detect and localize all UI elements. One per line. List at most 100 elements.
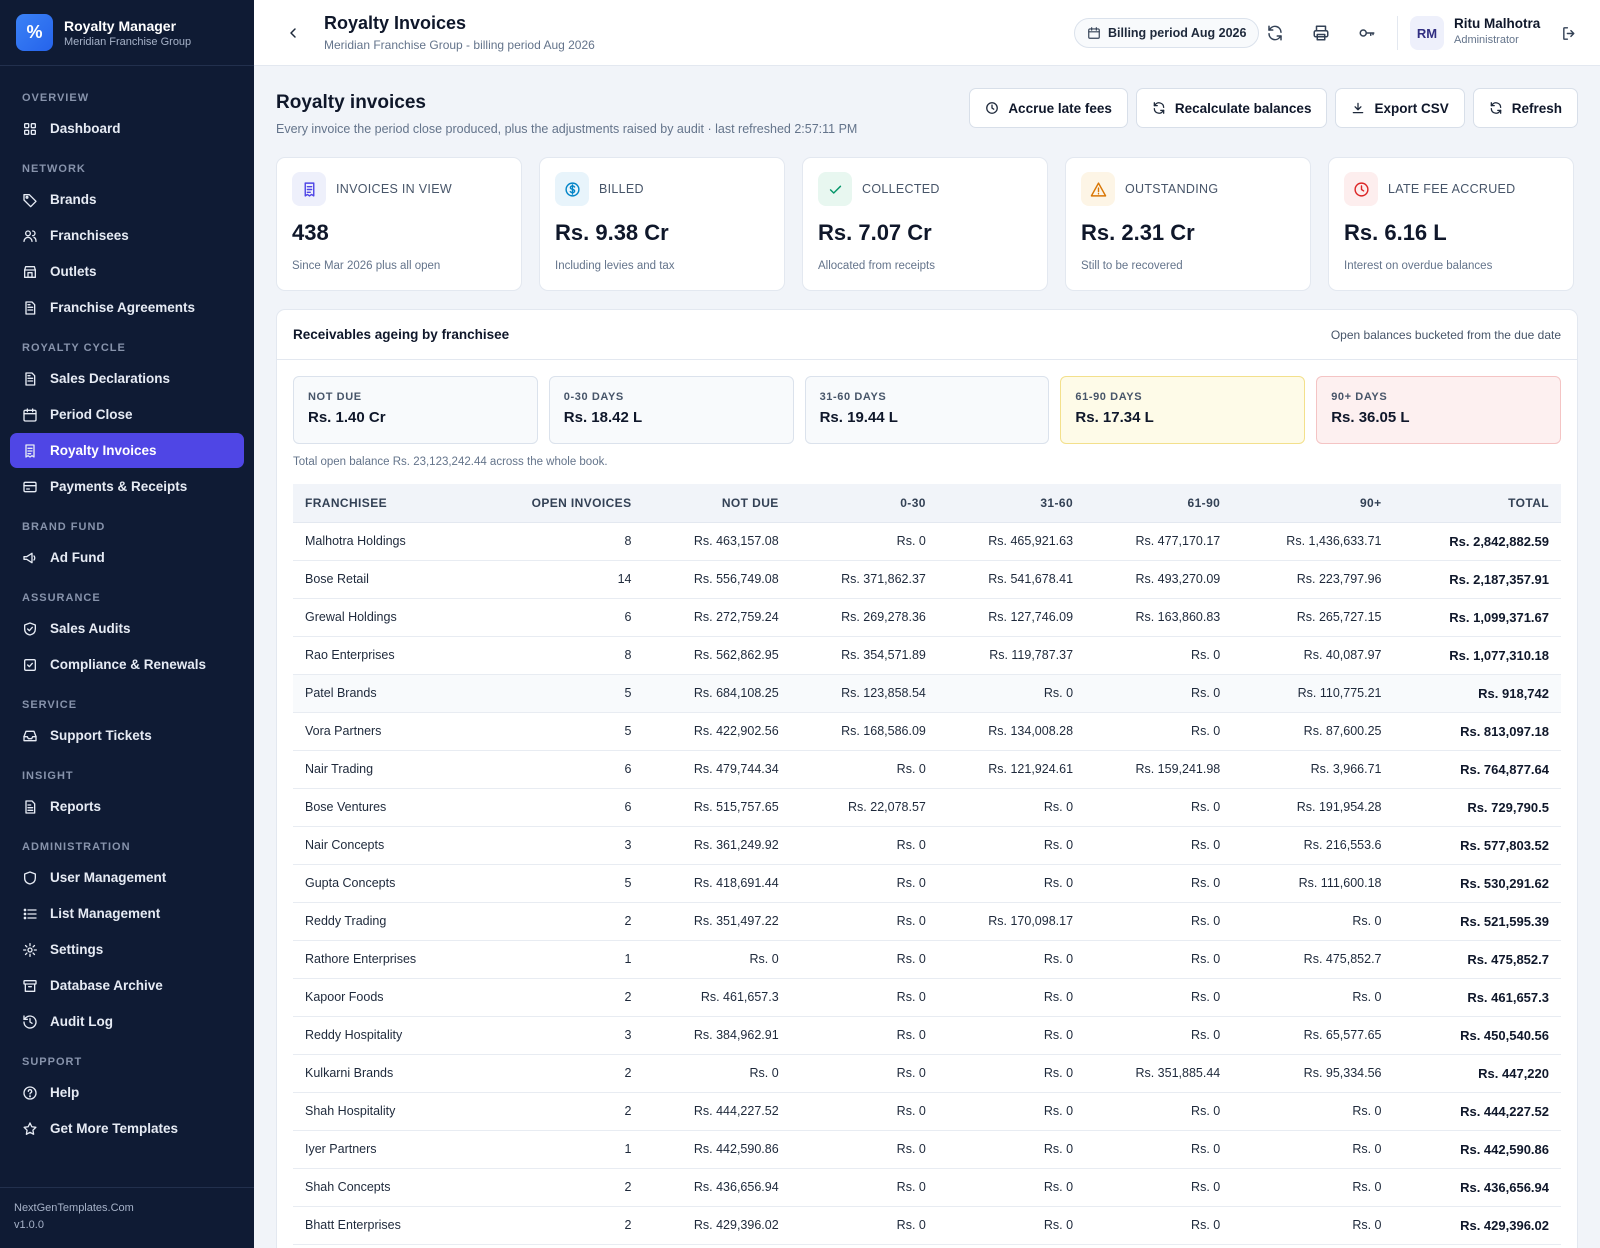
cell-franchisee: Kulkarni Brands bbox=[293, 1054, 476, 1093]
table-row[interactable]: Reddy Trading 2 Rs. 351,497.22 Rs. 0 Rs. 170… bbox=[293, 902, 1561, 941]
accrue-late-fees-button[interactable]: Accrue late fees bbox=[969, 88, 1128, 128]
sidebar-item-settings[interactable]: Settings bbox=[10, 932, 244, 967]
cell-0-30: Rs. 168,586.09 bbox=[790, 712, 938, 751]
table-row[interactable]: Malhotra Holdings 8 Rs. 463,157.08 Rs. 0 Rs.… bbox=[293, 522, 1561, 561]
ageing-bucket-90-days[interactable]: 90+ DAYS Rs. 36.05 L bbox=[1316, 376, 1561, 444]
table-row[interactable]: Bhatt Enterprises 2 Rs. 429,396.02 Rs. 0 Rs.… bbox=[293, 1206, 1561, 1245]
sidebar-item-brands[interactable]: Brands bbox=[10, 182, 244, 217]
cell-0-30: Rs. 0 bbox=[790, 978, 938, 1017]
refresh-label: Refresh bbox=[1511, 100, 1562, 116]
sidebar-item-franchisees[interactable]: Franchisees bbox=[10, 218, 244, 253]
sidebar-item-help[interactable]: Help bbox=[10, 1075, 244, 1110]
cell-31-60: Rs. 0 bbox=[937, 1092, 1086, 1131]
table-row[interactable]: Reddy Hospitality 3 Rs. 384,962.91 Rs. 0 Rs.… bbox=[293, 1016, 1561, 1055]
cell-total: Rs. 918,742 bbox=[1393, 674, 1561, 713]
table-row[interactable]: Patel Brands 5 Rs. 684,108.25 Rs. 123,858.5… bbox=[293, 674, 1561, 713]
refresh-button[interactable]: Refresh bbox=[1472, 88, 1578, 128]
user-info[interactable]: Ritu Malhotra Administrator bbox=[1454, 16, 1540, 46]
ageing-bucket-not-due[interactable]: NOT DUE Rs. 1.40 Cr bbox=[293, 376, 538, 444]
sidebar-item-label: Payments & Receipts bbox=[50, 479, 188, 494]
column-header-franchisee[interactable]: FRANCHISEE bbox=[293, 484, 476, 523]
sidebar-item-outlets[interactable]: Outlets bbox=[10, 254, 244, 289]
cell-61-90: Rs. 0 bbox=[1085, 1092, 1233, 1131]
export-csv-button[interactable]: Export CSV bbox=[1335, 88, 1465, 128]
sidebar-item-dashboard[interactable]: Dashboard bbox=[10, 111, 244, 146]
sidebar-item-user-management[interactable]: User Management bbox=[10, 860, 244, 895]
sidebar-item-franchise-agreements[interactable]: Franchise Agreements bbox=[10, 290, 244, 325]
column-header-not-due[interactable]: NOT DUE bbox=[643, 484, 791, 523]
column-header-90[interactable]: 90+ bbox=[1232, 484, 1394, 523]
cell-franchisee: Nair Trading bbox=[293, 750, 476, 789]
sidebar-item-reports[interactable]: Reports bbox=[10, 789, 244, 824]
table-row[interactable]: Shah Hospitality 2 Rs. 444,227.52 Rs. 0 Rs. … bbox=[293, 1092, 1561, 1131]
table-row[interactable]: Nair Concepts 3 Rs. 361,249.92 Rs. 0 Rs. 0 Rs… bbox=[293, 826, 1561, 865]
billing-period-pill[interactable]: Billing period Aug 2026 bbox=[1074, 18, 1260, 48]
table-body: Malhotra Holdings 8 Rs. 463,157.08 Rs. 0 Rs.… bbox=[293, 522, 1561, 1245]
column-header-31-60[interactable]: 31-60 bbox=[937, 484, 1086, 523]
ageing-bucket-61-90-days[interactable]: 61-90 DAYS Rs. 17.34 L bbox=[1060, 376, 1306, 444]
table-row[interactable]: Rao Enterprises 8 Rs. 562,862.95 Rs. 354,57… bbox=[293, 636, 1561, 675]
table-row[interactable]: Vora Partners 5 Rs. 422,902.56 Rs. 168,586.… bbox=[293, 712, 1561, 751]
ageing-bucket-31-60-days[interactable]: 31-60 DAYS Rs. 19.44 L bbox=[804, 376, 1050, 444]
column-header-61-90[interactable]: 61-90 bbox=[1085, 484, 1233, 523]
app-logo[interactable]: % bbox=[16, 14, 53, 51]
sidebar-item-list-management[interactable]: List Management bbox=[10, 896, 244, 931]
sidebar-item-royalty-invoices[interactable]: Royalty Invoices bbox=[10, 433, 244, 468]
sidebar-item-compliance-and-renewals[interactable]: Compliance & Renewals bbox=[10, 647, 244, 682]
cell-open-invoices: 5 bbox=[475, 864, 644, 903]
sidebar: % Royalty Manager Meridian Franchise Gro… bbox=[0, 0, 254, 1248]
cell-not-due: Rs. 418,691.44 bbox=[643, 864, 791, 903]
table-row[interactable]: Nair Trading 6 Rs. 479,744.34 Rs. 0 Rs. 121,… bbox=[293, 750, 1561, 789]
table-row[interactable]: Bose Retail 14 Rs. 556,749.08 Rs. 371,862.3… bbox=[293, 560, 1561, 599]
kpi-note: Still to be recovered bbox=[1081, 260, 1183, 272]
table-row[interactable]: Kapoor Foods 2 Rs. 461,657.3 Rs. 0 Rs. 0 Rs. … bbox=[293, 978, 1561, 1017]
table-row[interactable]: Shah Concepts 2 Rs. 436,656.94 Rs. 0 Rs. 0 Rs… bbox=[293, 1168, 1561, 1207]
cell-not-due: Rs. 442,590.86 bbox=[643, 1130, 791, 1169]
column-header-open-invoices[interactable]: OPEN INVOICES bbox=[475, 484, 644, 523]
sidebar-item-ad-fund[interactable]: Ad Fund bbox=[10, 540, 244, 575]
sidebar-item-sales-audits[interactable]: Sales Audits bbox=[10, 611, 244, 646]
user-role: Administrator bbox=[1454, 34, 1519, 46]
column-header-total[interactable]: TOTAL bbox=[1393, 484, 1561, 523]
sidebar-item-support-tickets[interactable]: Support Tickets bbox=[10, 718, 244, 753]
sidebar-item-sales-declarations[interactable]: Sales Declarations bbox=[10, 361, 244, 396]
key-button[interactable] bbox=[1354, 20, 1380, 46]
table-row[interactable]: Iyer Partners 1 Rs. 442,590.86 Rs. 0 Rs. 0 Rs… bbox=[293, 1130, 1561, 1169]
sidebar-item-get-more-templates[interactable]: Get More Templates bbox=[10, 1111, 244, 1146]
logout-button[interactable] bbox=[1556, 20, 1582, 46]
ageing-note: Open balances bucketed from the due date bbox=[1330, 327, 1561, 342]
total-open-balance: Total open balance Rs. 23,123,242.44 acr… bbox=[293, 456, 608, 468]
bucket-label: NOT DUE bbox=[308, 391, 362, 403]
sidebar-item-database-archive[interactable]: Database Archive bbox=[10, 968, 244, 1003]
megaphone-icon bbox=[22, 550, 38, 566]
card-icon bbox=[22, 479, 38, 495]
bucket-value: Rs. 17.34 L bbox=[1075, 409, 1154, 426]
sidebar-item-label: Royalty Invoices bbox=[50, 443, 157, 458]
footer-site[interactable]: NextGenTemplates.Com bbox=[14, 1202, 134, 1214]
archive-icon bbox=[22, 978, 38, 994]
sidebar-item-audit-log[interactable]: Audit Log bbox=[10, 1004, 244, 1039]
cell-not-due: Rs. 351,497.22 bbox=[643, 902, 791, 941]
app-name: Royalty Manager bbox=[64, 17, 177, 34]
ageing-bucket-0-30-days[interactable]: 0-30 DAYS Rs. 18.42 L bbox=[548, 376, 794, 444]
kpi-label: INVOICES IN VIEW bbox=[336, 182, 452, 196]
sync-button[interactable] bbox=[1262, 20, 1288, 46]
table-row[interactable]: Kulkarni Brands 2 Rs. 0 Rs. 0 Rs. 0 Rs. 351,8… bbox=[293, 1054, 1561, 1093]
cell-61-90: Rs. 0 bbox=[1085, 674, 1233, 713]
cell-0-30: Rs. 123,858.54 bbox=[790, 674, 938, 713]
sidebar-item-label: Outlets bbox=[50, 264, 97, 279]
column-header-0-30[interactable]: 0-30 bbox=[790, 484, 938, 523]
bucket-label: 61-90 DAYS bbox=[1075, 391, 1143, 403]
table-row[interactable]: Grewal Holdings 6 Rs. 272,759.24 Rs. 269,27… bbox=[293, 598, 1561, 637]
avatar[interactable]: RM bbox=[1410, 16, 1444, 50]
print-button[interactable] bbox=[1308, 20, 1334, 46]
table-row[interactable]: Bose Ventures 6 Rs. 515,757.65 Rs. 22,078.5… bbox=[293, 788, 1561, 827]
sidebar-item-payments-and-receipts[interactable]: Payments & Receipts bbox=[10, 469, 244, 504]
sidebar-item-period-close[interactable]: Period Close bbox=[10, 397, 244, 432]
back-button[interactable] bbox=[278, 18, 308, 48]
table-row[interactable]: Rathore Enterprises 1 Rs. 0 Rs. 0 Rs. 0 Rs. 0… bbox=[293, 940, 1561, 979]
recalculate-balances-button[interactable]: Recalculate balances bbox=[1135, 88, 1328, 128]
cell-90: Rs. 0 bbox=[1232, 1130, 1394, 1169]
kpi-card-outstanding: OUTSTANDING Rs. 2.31 Cr Still to be recove… bbox=[1065, 157, 1311, 291]
